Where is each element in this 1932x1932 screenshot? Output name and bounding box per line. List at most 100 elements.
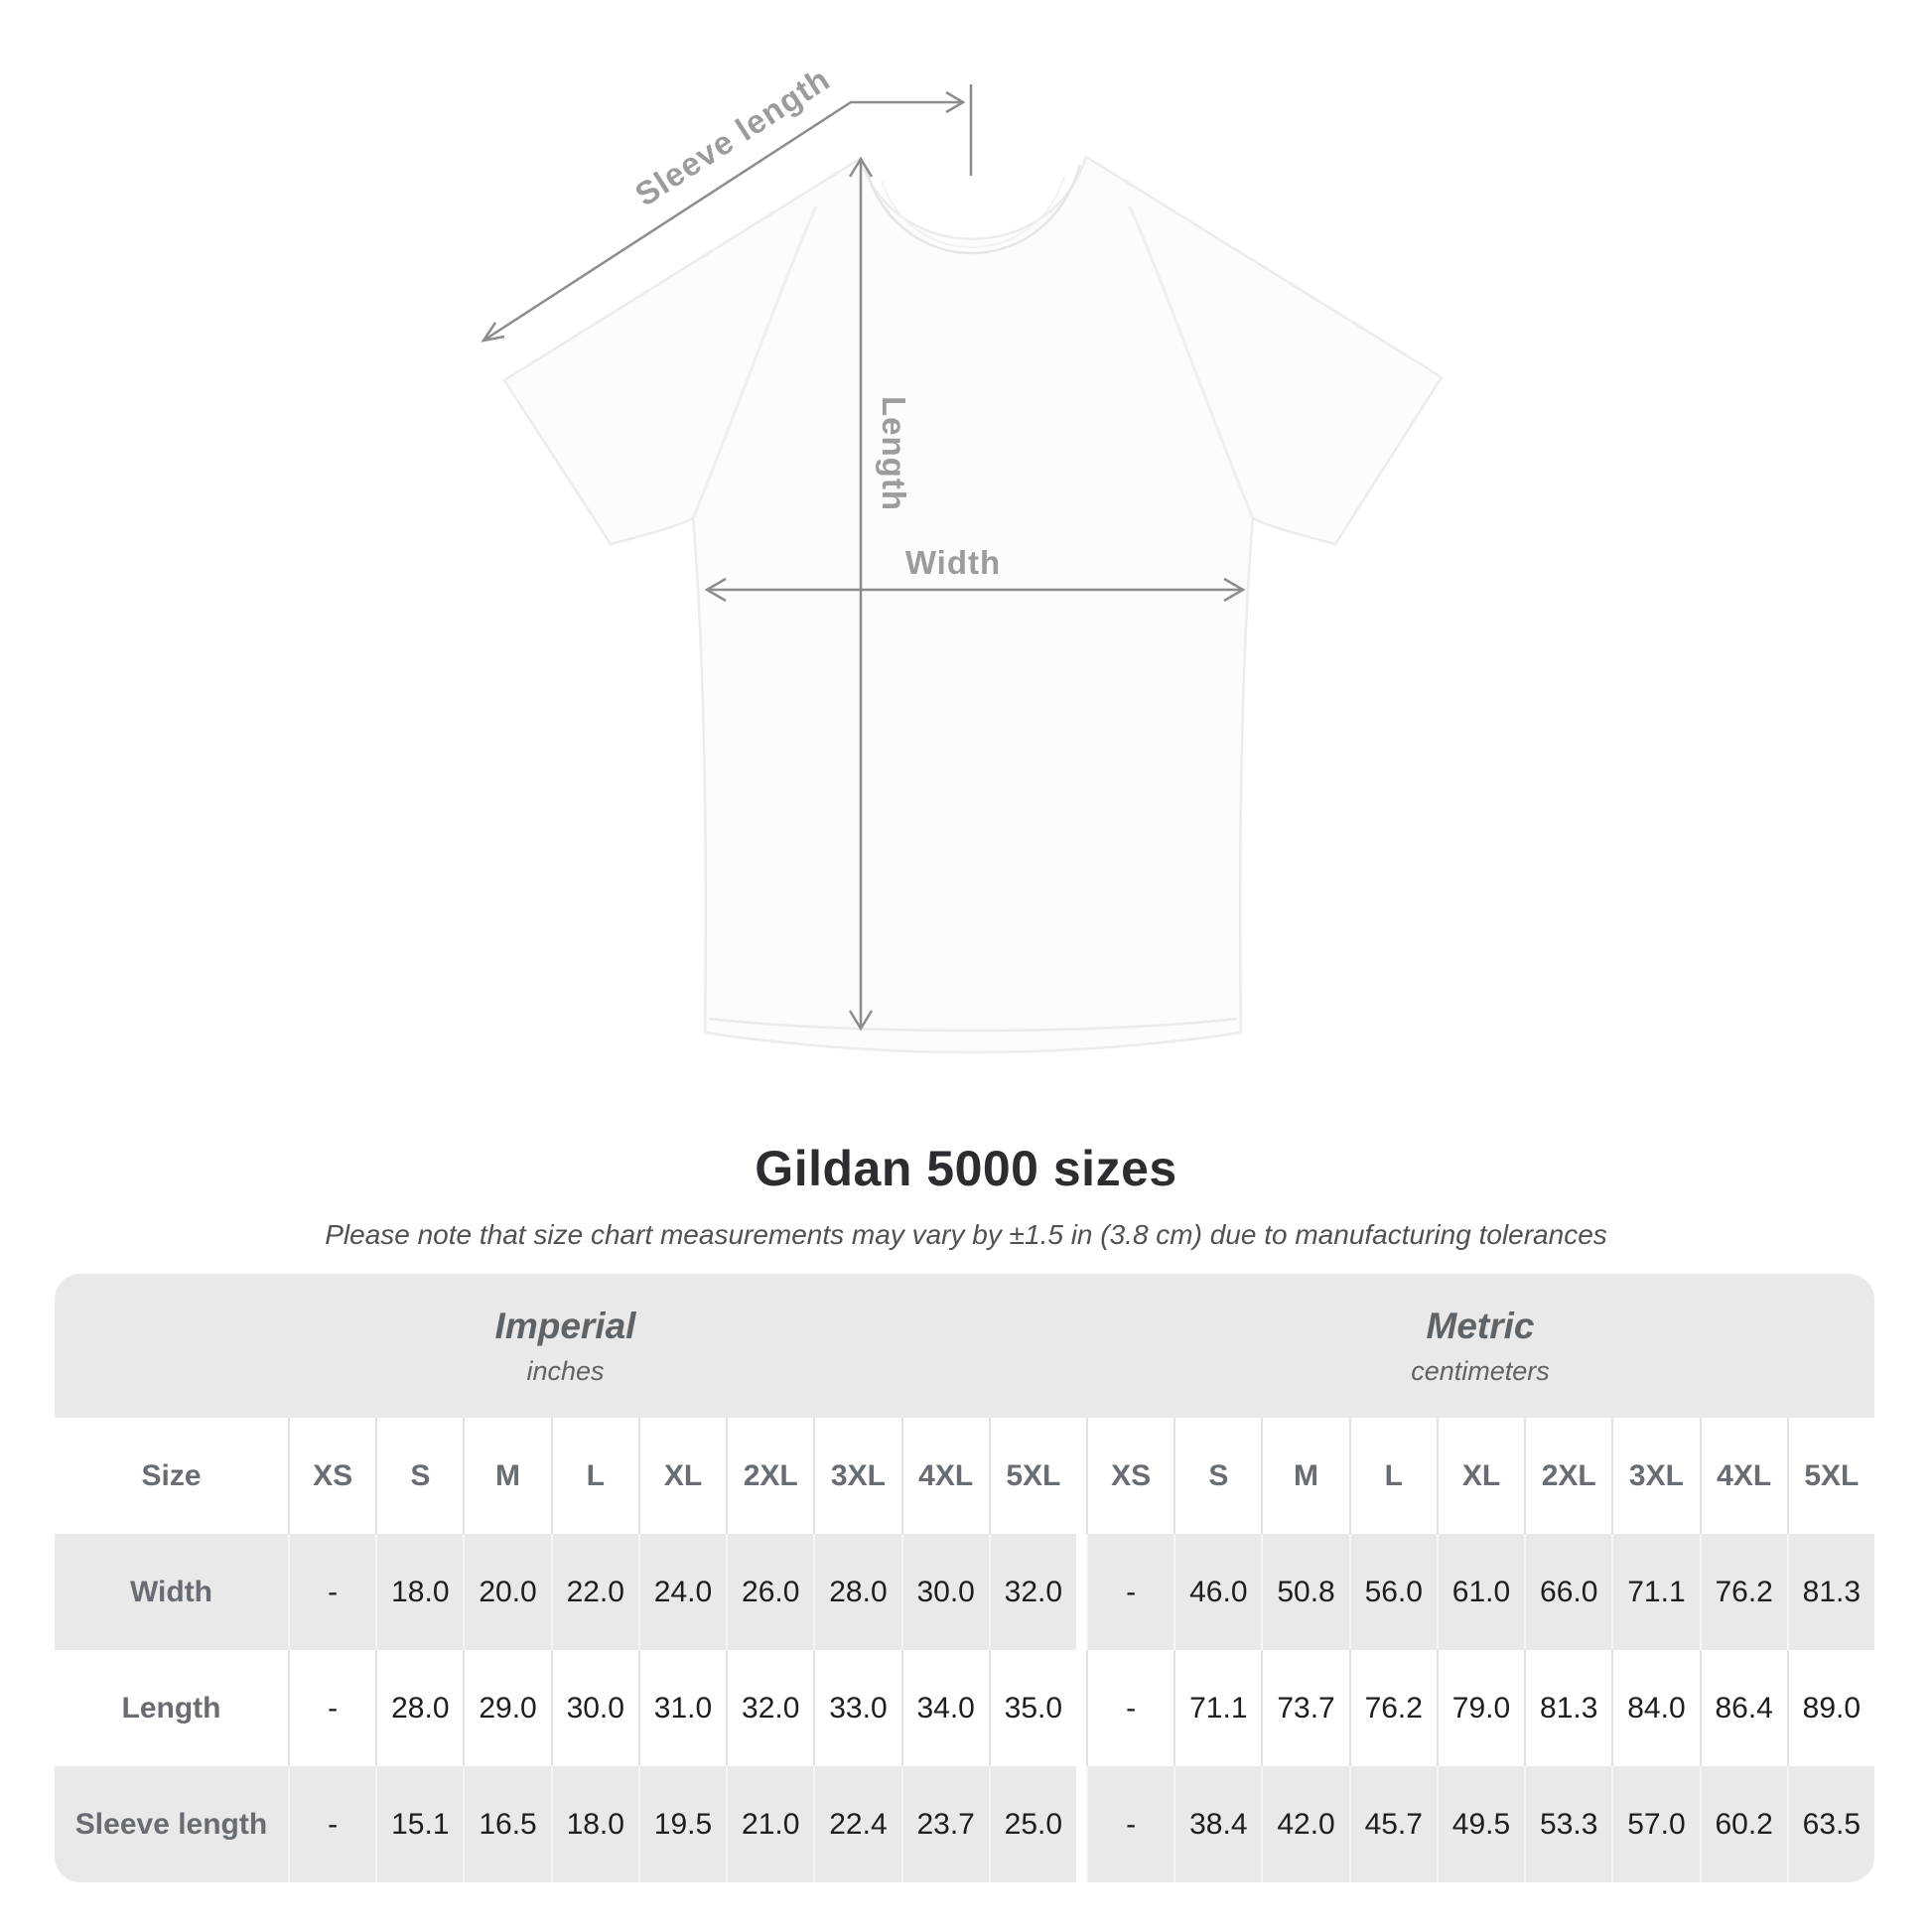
- size-header-cell: L: [1348, 1418, 1437, 1534]
- value-cell: 79.0: [1436, 1650, 1524, 1766]
- imperial-group-header: Imperial inches: [55, 1274, 1076, 1418]
- table-row: Size XS S M L XL 2XL 3XL 4XL 5XL XS S M L XL 2XL 3XL 4XL 5…: [55, 1418, 1874, 1534]
- row-label: Sleeve length: [74, 1807, 268, 1841]
- value-cell: -: [288, 1650, 375, 1766]
- value-cell: 38.4: [1173, 1766, 1261, 1882]
- value-cell: 29.0: [463, 1650, 550, 1766]
- value-cell: -: [1085, 1766, 1173, 1882]
- value-cell: 35.0: [988, 1650, 1076, 1766]
- value-cell: 30.0: [550, 1650, 638, 1766]
- page-title: Gildan 5000 sizes: [755, 1141, 1177, 1196]
- metric-label: Metric: [1426, 1305, 1535, 1346]
- value-cell: 57.0: [1611, 1766, 1699, 1882]
- collar-band: [864, 164, 1082, 255]
- value-cell: 18.0: [375, 1534, 463, 1650]
- row-label: Length: [121, 1691, 221, 1725]
- value-cell: -: [1085, 1534, 1173, 1650]
- size-header-cell: XL: [1436, 1418, 1524, 1534]
- size-header-cell: 3XL: [1611, 1418, 1699, 1534]
- value-cell: 66.0: [1524, 1534, 1611, 1650]
- value-cell: 89.0: [1786, 1650, 1874, 1766]
- collar-stitch: [881, 176, 1065, 248]
- size-header-cell: XL: [637, 1418, 726, 1534]
- size-header-cell: 5XL: [988, 1418, 1076, 1534]
- value-cell: 21.0: [726, 1766, 813, 1882]
- value-cell: 60.2: [1699, 1766, 1787, 1882]
- size-table: Imperial inches Metric centimeters Size X…: [55, 1274, 1874, 1882]
- value-cell: 61.0: [1436, 1534, 1524, 1650]
- size-header-cell: 4XL: [1699, 1418, 1787, 1534]
- section-gap: [1075, 1766, 1086, 1882]
- width-arrow: [704, 577, 1246, 603]
- metric-unit: centimeters: [1411, 1355, 1550, 1386]
- value-cell: 86.4: [1699, 1650, 1787, 1766]
- value-cell: 32.0: [726, 1650, 813, 1766]
- right-sleeve-seam: [1128, 206, 1255, 519]
- value-cell: 76.2: [1348, 1650, 1437, 1766]
- hem-stitch: [708, 1017, 1238, 1033]
- value-cell: -: [288, 1766, 375, 1882]
- section-gap: [1075, 1534, 1086, 1650]
- value-cell: 19.5: [637, 1766, 726, 1882]
- size-header-cell: 4XL: [900, 1418, 989, 1534]
- length-arrow: [848, 156, 874, 1032]
- sleeve-length-arrow: [481, 84, 973, 343]
- value-cell: 16.5: [463, 1766, 550, 1882]
- size-column-header: Size: [141, 1458, 202, 1492]
- value-cell: 42.0: [1261, 1766, 1348, 1882]
- unit-group-band: Imperial inches Metric centimeters: [55, 1274, 1874, 1418]
- section-gap: [1075, 1650, 1086, 1766]
- width-label: Width: [904, 544, 1002, 581]
- value-cell: 34.0: [900, 1650, 989, 1766]
- value-cell: 33.0: [813, 1650, 900, 1766]
- size-header-cell: M: [1261, 1418, 1348, 1534]
- tolerance-note: Please note that size chart measurements…: [325, 1219, 1607, 1250]
- tshirt-silhouette: [502, 155, 1444, 1054]
- value-cell: 76.2: [1699, 1534, 1787, 1650]
- size-header-cell: 5XL: [1786, 1418, 1874, 1534]
- value-cell: 26.0: [726, 1534, 813, 1650]
- tshirt-diagram: [481, 84, 1444, 1054]
- imperial-unit: inches: [526, 1355, 605, 1386]
- value-cell: 18.0: [550, 1766, 638, 1882]
- value-cell: 81.3: [1786, 1534, 1874, 1650]
- value-cell: 46.0: [1173, 1534, 1261, 1650]
- value-cell: 28.0: [375, 1650, 463, 1766]
- table-row: Width -18.0 20.0 22.0 24.0 26.0 28.0 30.0 32.0-4…: [55, 1534, 1874, 1650]
- table-row: Sleeve length -15.1 16.5 18.0 19.5 21.0 22.4 23…: [55, 1766, 1874, 1882]
- value-cell: 45.7: [1348, 1766, 1437, 1882]
- value-cell: 56.0: [1348, 1534, 1437, 1650]
- table-row: Length -28.0 29.0 30.0 31.0 32.0 33.0 34.0 35.0-…: [55, 1650, 1874, 1766]
- value-cell: 50.8: [1261, 1534, 1348, 1650]
- value-cell: 20.0: [463, 1534, 550, 1650]
- value-cell: 25.0: [988, 1766, 1076, 1882]
- section-gap: [1075, 1418, 1086, 1534]
- value-cell: 73.7: [1261, 1650, 1348, 1766]
- metric-group-header: Metric centimeters: [1086, 1274, 1874, 1418]
- value-cell: 63.5: [1786, 1766, 1874, 1882]
- size-table-rows: Size XS S M L XL 2XL 3XL 4XL 5XL XS S M L XL 2XL 3XL 4XL 5…: [55, 1418, 1874, 1882]
- value-cell: 22.4: [813, 1766, 900, 1882]
- value-cell: 24.0: [637, 1534, 726, 1650]
- value-cell: 22.0: [550, 1534, 638, 1650]
- size-header-cell: 2XL: [1524, 1418, 1611, 1534]
- value-cell: 71.1: [1611, 1534, 1699, 1650]
- value-cell: 30.0: [900, 1534, 989, 1650]
- size-header-cell: S: [375, 1418, 463, 1534]
- size-header-cell: 3XL: [813, 1418, 900, 1534]
- size-header-cell: XS: [1085, 1418, 1173, 1534]
- size-header-cell: M: [463, 1418, 550, 1534]
- size-header-cell: S: [1173, 1418, 1261, 1534]
- value-cell: 31.0: [637, 1650, 726, 1766]
- value-cell: 28.0: [813, 1534, 900, 1650]
- value-cell: 15.1: [375, 1766, 463, 1882]
- imperial-label: Imperial: [494, 1305, 636, 1346]
- size-header-cell: 2XL: [726, 1418, 813, 1534]
- value-cell: 32.0: [988, 1534, 1076, 1650]
- value-cell: 53.3: [1524, 1766, 1611, 1882]
- left-sleeve-seam: [691, 206, 818, 519]
- value-cell: 81.3: [1524, 1650, 1611, 1766]
- value-cell: -: [288, 1534, 375, 1650]
- value-cell: 71.1: [1173, 1650, 1261, 1766]
